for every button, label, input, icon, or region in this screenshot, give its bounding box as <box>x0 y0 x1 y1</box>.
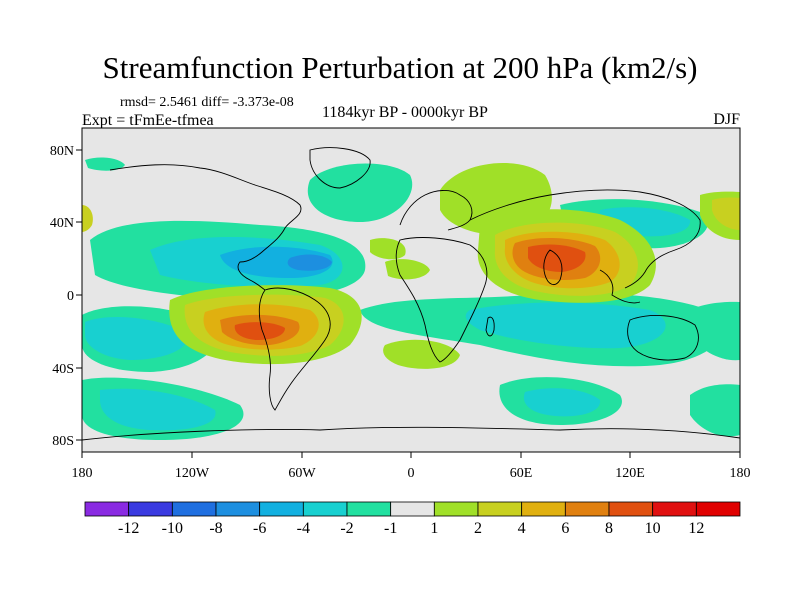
colorbar-label: 12 <box>688 520 704 537</box>
contour-arctic-negative <box>85 157 125 171</box>
colorbar-swatch <box>346 501 392 517</box>
season-text: DJF <box>713 111 740 128</box>
colorbar-label: -1 <box>384 520 397 537</box>
contour-africa-positive-small <box>385 259 430 280</box>
contour-west-pacific-positive-left <box>82 205 93 232</box>
lon-label-0: 0 <box>408 466 415 481</box>
colorbar-swatch <box>215 501 261 517</box>
coastline-north-america <box>109 164 302 291</box>
colorbar-label: -8 <box>209 520 222 537</box>
lat-label-0: 0 <box>67 289 74 304</box>
contour-south-pacific-negative-core <box>85 317 187 360</box>
colorbar-swatch <box>171 501 217 517</box>
period-text: 1184kyr BP - 0000kyr BP <box>322 104 488 121</box>
colorbar-swatch <box>433 501 479 517</box>
stats-text: rmsd= 2.5461 diff= -3.373e-08 <box>120 95 294 110</box>
colorbar-label: -2 <box>340 520 353 537</box>
experiment-text: Expt = tFmEe-tfmea <box>82 112 214 129</box>
lon-labels: 180 120W 60W 0 60E 120E 180 <box>72 466 751 481</box>
colorbar-swatch <box>390 501 435 517</box>
colorbar-label: 1 <box>430 520 438 537</box>
coastline-south-america <box>258 287 331 411</box>
contour-pacific-negative-center <box>287 254 332 271</box>
axis-ticks <box>76 149 741 458</box>
coastline-southeast-asia <box>599 269 641 304</box>
contour-south-america-positive-center <box>234 322 285 340</box>
colorbar-swatch <box>259 501 304 517</box>
contour-asia-positive-center <box>528 244 586 272</box>
contour-southern-ocean-negative-core <box>100 388 216 431</box>
coastline-antarctica <box>82 426 740 441</box>
contour-indian-ocean-negative-core <box>465 302 666 349</box>
colorbar-swatch <box>302 501 348 517</box>
colorbar-swatch <box>608 501 654 517</box>
lat-label-40n: 40N <box>50 216 74 231</box>
coastline-madagascar <box>485 316 495 337</box>
page-title: Streamfunction Perturbation at 200 hPa (… <box>102 50 698 85</box>
colorbar: -12 -10 -8 -6 -4 -2 -1 1 2 4 6 8 10 12 <box>84 501 741 537</box>
coastline-greenland <box>309 147 371 189</box>
colorbar-label: 8 <box>605 520 613 537</box>
colorbar-swatch <box>84 501 130 517</box>
lat-label-80s: 80S <box>52 434 74 449</box>
colorbar-label: -10 <box>162 520 183 537</box>
colorbar-label: -6 <box>253 520 266 537</box>
colorbar-swatch <box>128 501 173 517</box>
coastline-australia <box>627 315 699 361</box>
lat-labels: 80N 40N 0 40S 80S <box>50 144 74 449</box>
lon-label-180e: 180 <box>730 466 751 481</box>
coastline-europe <box>399 190 473 231</box>
colorbar-label: -4 <box>297 520 310 537</box>
colorbar-label: 10 <box>645 520 661 537</box>
contour-southern-pacific-negative-right <box>690 384 740 437</box>
colorbar-label: 2 <box>474 520 482 537</box>
colorbar-label: 6 <box>561 520 569 537</box>
colorbar-label: 4 <box>518 520 526 537</box>
coastline-africa <box>395 237 488 363</box>
lon-label-120w: 120W <box>175 466 210 481</box>
colorbar-label: -12 <box>118 520 139 537</box>
lon-label-60e: 60E <box>510 466 533 481</box>
colorbar-swatch <box>564 501 610 517</box>
colorbar-swatch <box>477 501 523 517</box>
contour-atlantic-positive-low <box>370 238 406 260</box>
lat-label-40s: 40S <box>52 362 74 377</box>
lon-label-60w: 60W <box>288 466 316 481</box>
lon-label-180w: 180 <box>72 466 93 481</box>
colorbar-swatch <box>652 501 697 517</box>
coastline-asia <box>469 189 701 289</box>
lon-label-120e: 120E <box>615 466 645 481</box>
colorbar-swatch <box>695 501 741 517</box>
lat-label-80n: 80N <box>50 144 74 159</box>
coastline-india <box>543 249 563 286</box>
colorbar-swatch <box>521 501 566 517</box>
contour-north-pacific-positive-right-core <box>712 197 740 230</box>
contour-dateline-negative-right <box>690 301 740 361</box>
coastlines <box>82 147 740 441</box>
contour-south-indian-negative-core <box>523 388 601 417</box>
contour-north-atlantic-negative <box>307 163 413 222</box>
